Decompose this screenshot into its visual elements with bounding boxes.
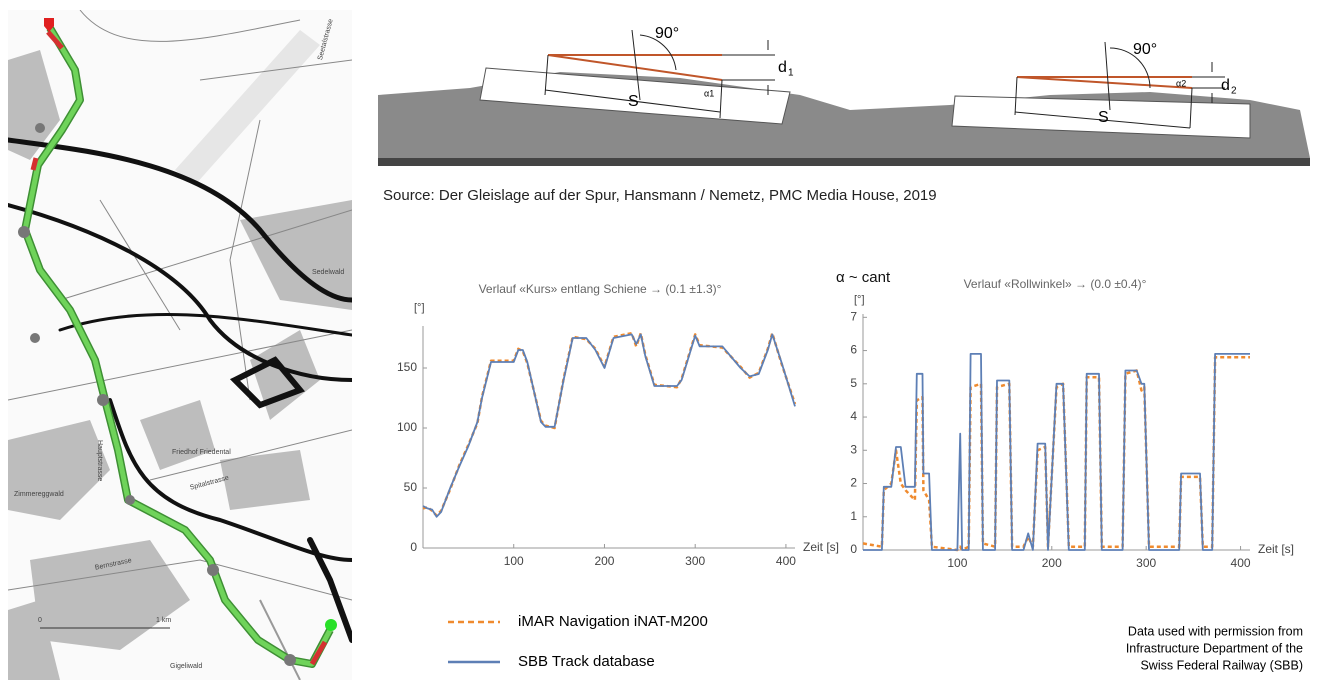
y-tick-label: 7 — [850, 309, 857, 323]
y-tick-label: 2 — [850, 476, 857, 490]
alpha-label: α2 — [1176, 78, 1186, 88]
y-tick-label: 0 — [410, 540, 417, 554]
series-line — [423, 334, 795, 516]
map-scale: 0 — [38, 617, 42, 624]
y-tick-label: 3 — [850, 442, 857, 456]
alpha-label: α1 — [704, 88, 714, 98]
d-subscript: 2 — [1231, 86, 1237, 97]
s-label: S — [1098, 109, 1109, 126]
x-tick-label: 100 — [504, 554, 524, 568]
y-tick-label: 6 — [850, 343, 857, 357]
x-tick-label: 300 — [1136, 556, 1156, 570]
y-tick-label: 100 — [397, 420, 417, 434]
y-tick-label: 150 — [397, 360, 417, 374]
credit-line: Infrastructure Department of the — [1126, 641, 1303, 655]
x-axis-label: Zeit [s] — [1258, 542, 1294, 556]
source-text: Source: Der Gleislage auf der Spur, Hans… — [383, 187, 937, 204]
map-label: Hauptstrasse — [96, 440, 103, 481]
d-label: d — [778, 59, 787, 76]
map-scale: 1 km — [156, 617, 171, 624]
x-tick-label: 200 — [1042, 556, 1062, 570]
chart-title: Verlauf «Kurs» entlang Schiene → (0.1 ±1… — [479, 282, 722, 296]
credit-line: Swiss Federal Railway (SBB) — [1140, 658, 1303, 672]
d-label: d — [1221, 77, 1230, 94]
series-line — [423, 333, 795, 515]
y-tick-label: 50 — [404, 480, 418, 494]
y-tick-label: 4 — [850, 409, 857, 423]
series-line — [863, 354, 1250, 550]
map-label: Friedhof Friedental — [172, 449, 231, 456]
map-label: Sedelwald — [312, 269, 344, 276]
x-tick-label: 400 — [1231, 556, 1251, 570]
y-axis-label: [°] — [414, 302, 425, 314]
legend-label: SBB Track database — [518, 653, 655, 670]
x-tick-label: 400 — [776, 554, 796, 568]
d-subscript: 1 — [788, 68, 794, 79]
x-tick-label: 200 — [594, 554, 614, 568]
y-tick-label: 0 — [850, 542, 857, 556]
x-tick-label: 100 — [947, 556, 967, 570]
y-tick-label: 1 — [850, 509, 857, 523]
legend-label: iMAR Navigation iNAT-M200 — [518, 613, 708, 630]
y-axis-label: [°] — [854, 294, 865, 306]
map-label: Gigeliwald — [170, 663, 202, 670]
cant-diagram: 90° α1 d 1 S 90° α2 d 2 S Source: Der Gl… — [378, 25, 1310, 204]
x-tick-label: 300 — [685, 554, 705, 568]
annotation: α ~ cant — [836, 269, 891, 286]
chart-title: Verlauf «Rollwinkel» → (0.0 ±0.4)° — [964, 277, 1147, 291]
credit-line: Data used with permission from — [1128, 624, 1303, 638]
map-label: Zimmereggwald — [14, 491, 64, 498]
map: Seetalstrasse Sedelwald Hauptstrasse Fri… — [8, 10, 352, 680]
angle-label: 90° — [1133, 41, 1157, 58]
x-axis-label: Zeit [s] — [803, 540, 839, 554]
y-tick-label: 5 — [850, 376, 857, 390]
page: Seetalstrasse Sedelwald Hauptstrasse Fri… — [0, 0, 1320, 680]
s-label: S — [628, 93, 639, 110]
angle-label: 90° — [655, 25, 679, 42]
